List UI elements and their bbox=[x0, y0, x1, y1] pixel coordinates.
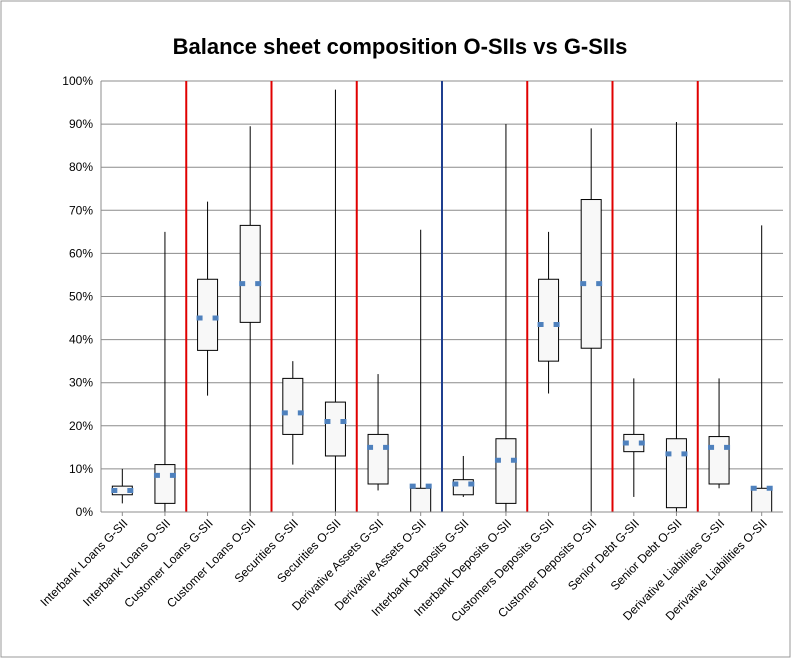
y-tick-label: 100% bbox=[62, 74, 93, 88]
y-tick-label: 0% bbox=[76, 505, 94, 519]
box bbox=[410, 487, 432, 513]
box bbox=[495, 438, 517, 504]
box bbox=[708, 436, 730, 485]
y-tick-label: 40% bbox=[69, 333, 93, 347]
box bbox=[538, 278, 560, 362]
y-tick-label: 50% bbox=[69, 290, 93, 304]
box bbox=[239, 224, 261, 323]
box bbox=[751, 487, 773, 513]
box bbox=[282, 377, 304, 435]
chart-title: Balance sheet composition O-SIIs vs G-SI… bbox=[173, 34, 628, 59]
y-tick-label: 10% bbox=[69, 462, 93, 476]
box bbox=[665, 438, 687, 509]
box bbox=[324, 401, 346, 457]
y-tick-label: 20% bbox=[69, 419, 93, 433]
box bbox=[154, 464, 176, 504]
box bbox=[197, 278, 219, 351]
y-tick-label: 90% bbox=[69, 117, 93, 131]
box bbox=[580, 199, 602, 349]
box bbox=[367, 433, 389, 485]
y-tick-label: 60% bbox=[69, 246, 93, 260]
y-tick-label: 80% bbox=[69, 160, 93, 174]
y-tick-label: 70% bbox=[69, 203, 93, 217]
y-tick-label: 30% bbox=[69, 376, 93, 390]
